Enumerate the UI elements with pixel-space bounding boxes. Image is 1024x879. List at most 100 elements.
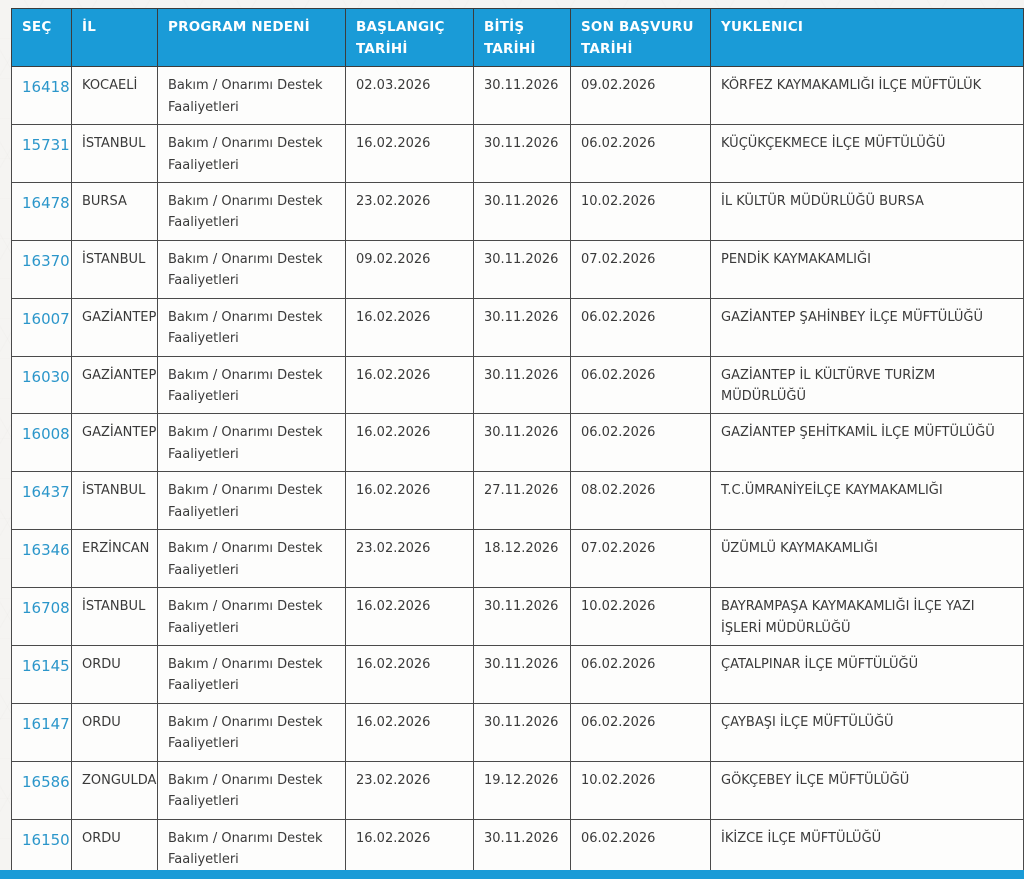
cell-bitis: 30.11.2026 xyxy=(473,239,571,299)
cell-program: Bakım / Onarımı Destek Faaliyetleri xyxy=(157,587,346,646)
cell-son_basvuru: 06.02.2026 xyxy=(570,644,711,704)
cell-program: Bakım / Onarımı Destek Faaliyetleri xyxy=(157,413,346,473)
cell-bitis: 18.12.2026 xyxy=(473,529,571,589)
sec-link[interactable]: 16346 xyxy=(22,541,70,560)
cell-program: Bakım / Onarımı Destek Faaliyetleri xyxy=(157,702,346,762)
cell-son_basvuru: 06.02.2026 xyxy=(570,702,711,762)
cell-baslangic: 16.02.2026 xyxy=(345,355,474,415)
cell-son_basvuru: 06.02.2026 xyxy=(570,297,711,357)
horizontal-scrollbar[interactable] xyxy=(0,870,1024,879)
cell-yuklenici: KÜÇÜKÇEKMECE İLÇE MÜFTÜLÜĞÜ xyxy=(710,124,1024,183)
table-row: 16370 İSTANBUL Bakım / Onarımı Destek Faal… xyxy=(11,239,1024,299)
cell-yuklenici: KÖRFEZ KAYMAKAMLIĞI İLÇE MÜFTÜLÜK xyxy=(710,66,1024,126)
cell-bitis: 30.11.2026 xyxy=(473,587,571,646)
cell-sec: 16586 xyxy=(11,760,72,820)
cell-baslangic: 16.02.2026 xyxy=(345,818,474,878)
table-row: 16708 İSTANBUL Bakım / Onarımı Destek Faal… xyxy=(11,587,1024,646)
cell-son_basvuru: 06.02.2026 xyxy=(570,124,711,183)
cell-bitis: 30.11.2026 xyxy=(473,644,571,704)
cell-son_basvuru: 07.02.2026 xyxy=(570,529,711,589)
cell-sec: 16147 xyxy=(11,702,72,762)
program-table: SEÇ İL PROGRAM NEDENİ BAŞLANGIÇ TARİHİ BİTİŞ… xyxy=(11,7,1024,879)
sec-link[interactable]: 16370 xyxy=(22,251,70,270)
cell-il: GAZİANTEP xyxy=(71,355,158,415)
cell-sec: 16346 xyxy=(11,529,72,589)
table-row: 16150 ORDU Bakım / Onarımı Destek Faaliyet… xyxy=(11,818,1024,878)
sec-link[interactable]: 16008 xyxy=(22,425,70,444)
cell-il: İSTANBUL xyxy=(71,124,158,183)
cell-bitis: 30.11.2026 xyxy=(473,124,571,183)
cell-il: KOCAELİ xyxy=(71,66,158,126)
sec-link[interactable]: 16586 xyxy=(22,772,70,791)
cell-bitis: 30.11.2026 xyxy=(473,297,571,357)
table-row: 16586 ZONGULDAK Bakım / Onarımı Destek Faa… xyxy=(11,760,1024,820)
cell-baslangic: 23.02.2026 xyxy=(345,760,474,820)
cell-baslangic: 16.02.2026 xyxy=(345,297,474,357)
sec-link[interactable]: 16147 xyxy=(22,714,70,733)
cell-son_basvuru: 10.02.2026 xyxy=(570,760,711,820)
cell-yuklenici: PENDİK KAYMAKAMLIĞI xyxy=(710,239,1024,299)
sec-link[interactable]: 16145 xyxy=(22,656,70,675)
cell-sec: 16145 xyxy=(11,644,72,704)
cell-sec: 16008 xyxy=(11,413,72,473)
sec-link[interactable]: 16030 xyxy=(22,367,70,386)
cell-bitis: 30.11.2026 xyxy=(473,818,571,878)
cell-yuklenici: İL KÜLTÜR MÜDÜRLÜĞÜ BURSA xyxy=(710,181,1024,241)
cell-son_basvuru: 06.02.2026 xyxy=(570,355,711,415)
cell-yuklenici: T.C.ÜMRANİYEİLÇE KAYMAKAMLIĞI xyxy=(710,471,1024,531)
cell-yuklenici: ÜZÜMLÜ KAYMAKAMLIĞI xyxy=(710,529,1024,589)
column-header-baslangic: BAŞLANGIÇ TARİHİ xyxy=(345,7,474,68)
cell-il: ORDU xyxy=(71,702,158,762)
cell-bitis: 30.11.2026 xyxy=(473,702,571,762)
cell-baslangic: 23.02.2026 xyxy=(345,181,474,241)
cell-yuklenici: ÇATALPINAR İLÇE MÜFTÜLÜĞÜ xyxy=(710,644,1024,704)
cell-yuklenici: BAYRAMPAŞA KAYMAKAMLIĞI İLÇE YAZI İŞLERİ… xyxy=(710,587,1024,646)
cell-program: Bakım / Onarımı Destek Faaliyetleri xyxy=(157,471,346,531)
table-row: 16145 ORDU Bakım / Onarımı Destek Faaliyet… xyxy=(11,644,1024,704)
table-row: 16437 İSTANBUL Bakım / Onarımı Destek Faal… xyxy=(11,471,1024,531)
sec-link[interactable]: 16478 xyxy=(22,193,70,212)
table-row: 16478 BURSA Bakım / Onarımı Destek Faaliye… xyxy=(11,181,1024,241)
cell-il: GAZİANTEP xyxy=(71,297,158,357)
table-row: 16030 GAZİANTEP Bakım / Onarımı Destek Faa… xyxy=(11,355,1024,415)
cell-bitis: 30.11.2026 xyxy=(473,66,571,126)
cell-il: İSTANBUL xyxy=(71,471,158,531)
cell-program: Bakım / Onarımı Destek Faaliyetleri xyxy=(157,297,346,357)
cell-il: BURSA xyxy=(71,181,158,241)
cell-sec: 16030 xyxy=(11,355,72,415)
sec-link[interactable]: 16418 xyxy=(22,78,70,97)
cell-yuklenici: GAZİANTEP İL KÜLTÜRVE TURİZM MÜDÜRLÜĞÜ xyxy=(710,355,1024,415)
cell-son_basvuru: 10.02.2026 xyxy=(570,587,711,646)
cell-sec: 16007 xyxy=(11,297,72,357)
sec-link[interactable]: 16708 xyxy=(22,599,70,618)
table-row: 16418 KOCAELİ Bakım / Onarımı Destek Faali… xyxy=(11,66,1024,126)
table-row: 16346 ERZİNCAN Bakım / Onarımı Destek Faal… xyxy=(11,529,1024,589)
cell-sec: 16150 xyxy=(11,818,72,878)
sec-link[interactable]: 16007 xyxy=(22,309,70,328)
table-header: SEÇ İL PROGRAM NEDENİ BAŞLANGIÇ TARİHİ BİTİŞ… xyxy=(11,7,1024,68)
cell-program: Bakım / Onarımı Destek Faaliyetleri xyxy=(157,124,346,183)
cell-son_basvuru: 06.02.2026 xyxy=(570,818,711,878)
table-header-row: SEÇ İL PROGRAM NEDENİ BAŞLANGIÇ TARİHİ BİTİŞ… xyxy=(11,7,1024,68)
table-body: 16418 KOCAELİ Bakım / Onarımı Destek Faali… xyxy=(11,66,1024,879)
cell-program: Bakım / Onarımı Destek Faaliyetleri xyxy=(157,181,346,241)
cell-son_basvuru: 07.02.2026 xyxy=(570,239,711,299)
table-row: 16007 GAZİANTEP Bakım / Onarımı Destek Faa… xyxy=(11,297,1024,357)
sec-link[interactable]: 16437 xyxy=(22,483,70,502)
column-header-sec: SEÇ xyxy=(11,7,72,68)
sec-link[interactable]: 16150 xyxy=(22,830,70,849)
cell-program: Bakım / Onarımı Destek Faaliyetleri xyxy=(157,66,346,126)
cell-sec: 15731 xyxy=(11,124,72,183)
sec-link[interactable]: 15731 xyxy=(22,136,70,155)
cell-baslangic: 23.02.2026 xyxy=(345,529,474,589)
cell-bitis: 30.11.2026 xyxy=(473,181,571,241)
cell-baslangic: 16.02.2026 xyxy=(345,587,474,646)
cell-program: Bakım / Onarımı Destek Faaliyetleri xyxy=(157,760,346,820)
cell-program: Bakım / Onarımı Destek Faaliyetleri xyxy=(157,239,346,299)
cell-il: ORDU xyxy=(71,818,158,878)
column-header-program: PROGRAM NEDENİ xyxy=(157,7,346,68)
cell-yuklenici: GAZİANTEP ŞEHİTKAMİL İLÇE MÜFTÜLÜĞÜ xyxy=(710,413,1024,473)
cell-son_basvuru: 08.02.2026 xyxy=(570,471,711,531)
cell-bitis: 30.11.2026 xyxy=(473,355,571,415)
cell-il: ZONGULDAK xyxy=(71,760,158,820)
